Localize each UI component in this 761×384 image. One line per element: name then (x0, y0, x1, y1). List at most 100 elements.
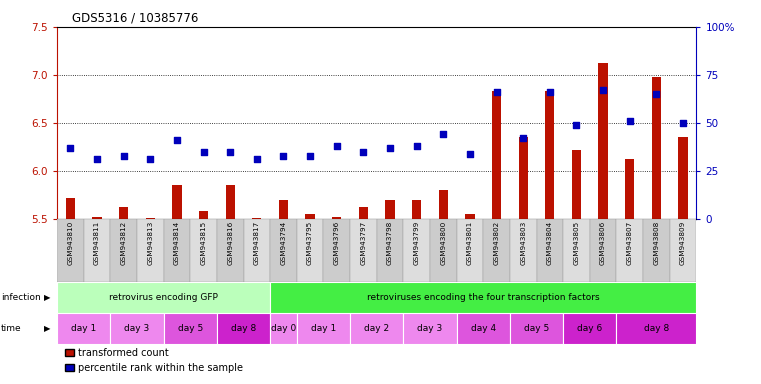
Text: GSM943803: GSM943803 (521, 221, 526, 265)
Bar (164, 219, 190, 282)
Text: day 1: day 1 (71, 324, 97, 333)
Bar (350, 313, 403, 344)
Point (463, 151, 476, 157)
Text: GDS5316 / 10385776: GDS5316 / 10385776 (72, 12, 199, 25)
Bar (412, 200, 422, 219)
Text: GSM943795: GSM943795 (307, 221, 313, 265)
Point (330, 143, 342, 149)
Bar (92, 217, 102, 219)
Text: day 3: day 3 (124, 324, 150, 333)
Bar (270, 313, 297, 344)
Bar (252, 218, 262, 219)
Point (198, 149, 210, 155)
Bar (199, 211, 209, 219)
Text: GSM943799: GSM943799 (414, 221, 419, 265)
Bar (84, 219, 110, 282)
Text: GSM943814: GSM943814 (174, 221, 180, 265)
Text: GSM943807: GSM943807 (627, 221, 632, 265)
Point (91, 156, 103, 162)
Text: GSM943801: GSM943801 (467, 221, 473, 265)
Bar (323, 219, 350, 282)
Bar (625, 159, 635, 219)
Bar (297, 313, 350, 344)
Bar (305, 214, 315, 219)
Point (677, 120, 689, 126)
Bar (572, 150, 581, 219)
Bar (110, 313, 164, 344)
Text: day 8: day 8 (644, 324, 669, 333)
Point (517, 135, 530, 141)
Point (170, 137, 183, 143)
Bar (244, 219, 270, 282)
Text: retrovirus encoding GFP: retrovirus encoding GFP (109, 293, 218, 302)
Bar (616, 313, 696, 344)
Text: GSM943812: GSM943812 (121, 221, 126, 265)
Bar (457, 313, 510, 344)
Text: ▶: ▶ (44, 324, 51, 333)
Bar (563, 219, 590, 282)
Bar (438, 190, 448, 219)
Bar (403, 313, 457, 344)
Point (357, 149, 369, 155)
Text: ▶: ▶ (44, 293, 51, 302)
Bar (137, 219, 164, 282)
Text: day 1: day 1 (310, 324, 336, 333)
Text: GSM943800: GSM943800 (441, 221, 446, 265)
Bar (492, 91, 501, 219)
Bar (598, 63, 608, 219)
Text: GSM943816: GSM943816 (228, 221, 233, 265)
Bar (350, 219, 377, 282)
Bar (270, 282, 696, 313)
Bar (57, 219, 84, 282)
Text: GSM943796: GSM943796 (334, 221, 339, 265)
Point (490, 89, 502, 95)
Text: day 8: day 8 (231, 324, 256, 333)
Text: time: time (1, 324, 21, 333)
Bar (57, 313, 110, 344)
Text: GSM943805: GSM943805 (574, 221, 579, 265)
Text: GSM943817: GSM943817 (254, 221, 260, 265)
Bar (670, 219, 696, 282)
Bar (110, 219, 137, 282)
Bar (145, 218, 155, 219)
Point (384, 145, 396, 151)
Text: GSM943804: GSM943804 (547, 221, 552, 265)
Point (145, 156, 157, 162)
Bar (465, 214, 475, 219)
Text: retroviruses encoding the four transcription factors: retroviruses encoding the four transcrip… (367, 293, 600, 302)
Text: day 5: day 5 (177, 324, 203, 333)
Bar (172, 185, 182, 219)
Bar (225, 185, 235, 219)
Bar (510, 313, 563, 344)
Bar (217, 219, 244, 282)
Bar (190, 219, 217, 282)
Bar (537, 219, 563, 282)
Text: infection: infection (1, 293, 40, 302)
Point (117, 152, 129, 159)
Bar (643, 219, 670, 282)
Bar (545, 91, 555, 219)
Bar (457, 219, 483, 282)
Point (411, 143, 423, 149)
Bar (510, 219, 537, 282)
Text: day 2: day 2 (364, 324, 390, 333)
Text: day 6: day 6 (577, 324, 603, 333)
Text: GSM943815: GSM943815 (201, 221, 206, 265)
Bar (563, 313, 616, 344)
Text: GSM943810: GSM943810 (68, 221, 73, 265)
Point (624, 118, 636, 124)
Text: day 4: day 4 (470, 324, 496, 333)
Bar (279, 200, 288, 219)
Bar (430, 219, 457, 282)
Bar (385, 200, 395, 219)
Bar (217, 313, 270, 344)
Text: GSM943802: GSM943802 (494, 221, 499, 265)
Point (650, 91, 662, 97)
Point (64, 145, 76, 151)
Bar (678, 137, 688, 219)
Bar (403, 219, 430, 282)
Text: GSM943798: GSM943798 (387, 221, 393, 265)
Text: GSM943809: GSM943809 (680, 221, 686, 265)
Bar (590, 219, 616, 282)
Bar (483, 219, 510, 282)
